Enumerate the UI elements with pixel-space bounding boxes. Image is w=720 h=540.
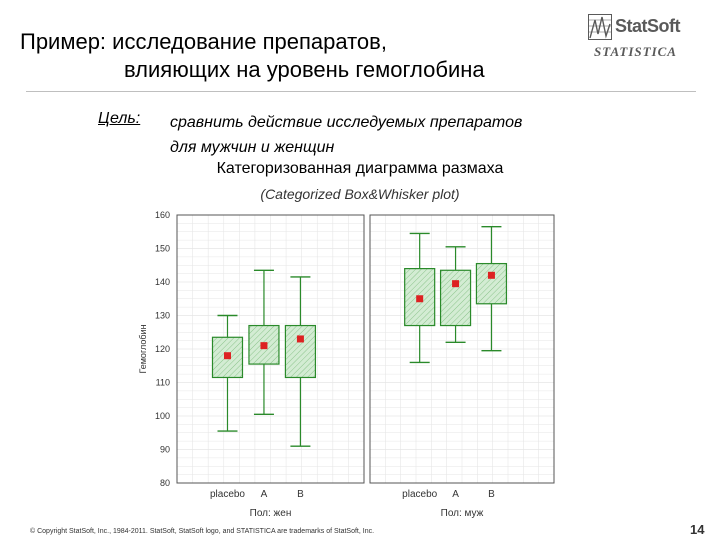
panel-frame (176, 214, 365, 484)
y-tick-label: 90 (160, 445, 170, 455)
y-axis-title: Гемоглобин (138, 324, 148, 373)
page-number: 14 (690, 522, 705, 537)
statsoft-logo-icon (588, 14, 612, 40)
logo-name: StatSoft (615, 16, 681, 36)
mean-marker (452, 280, 460, 288)
panel-label: Пол: жен (250, 508, 292, 519)
goal-label: Цель: (98, 110, 141, 127)
goal-line1: сравнить действие исследуемых препаратов (170, 114, 523, 131)
y-tick-label: 110 (156, 378, 170, 388)
slide-title: Пример: исследование препаратов, влияющи… (20, 28, 580, 84)
y-tick-label: 140 (155, 277, 170, 287)
category-label: B (297, 489, 304, 500)
category-label: A (452, 489, 459, 500)
box-body (284, 324, 317, 379)
statsoft-logo: StatSoft STATISTICA (588, 14, 700, 62)
y-tick-label: 130 (155, 311, 170, 321)
goal-line2: для мужчин и женщин (170, 139, 335, 156)
mean-marker (296, 335, 304, 343)
mean-marker (260, 342, 268, 350)
panel-label: Пол: муж (441, 508, 484, 519)
category-label: B (488, 489, 495, 500)
mean-marker (223, 352, 231, 360)
box-body (475, 262, 508, 305)
category-label: placebo (210, 489, 245, 500)
logo-product: STATISTICA (594, 44, 677, 59)
slide-title-line2: влияющих на уровень гемоглобина (124, 57, 485, 82)
goal-text: сравнить действие исследуемых препаратов… (170, 110, 522, 160)
y-tick-label: 120 (155, 344, 170, 354)
slide-title-line1: Пример: исследование препаратов, (20, 29, 387, 54)
y-tick-label: 100 (155, 411, 170, 421)
mean-marker (487, 271, 495, 279)
panel-frame (369, 214, 555, 484)
y-tick-label: 80 (160, 478, 170, 488)
chart-title: Категоризованная диаграмма размаха (216, 160, 504, 177)
mean-marker (416, 295, 424, 303)
box-body (439, 269, 472, 327)
category-label: placebo (402, 489, 437, 500)
copyright-notice: © Copyright StatSoft, Inc., 1984-2011. S… (30, 528, 375, 535)
chart-subtitle: (Categorized Box&Whisker plot) (260, 186, 460, 202)
y-tick-label: 160 (155, 210, 170, 220)
y-tick-label: 150 (155, 244, 170, 254)
title-divider (26, 91, 696, 92)
category-label: A (261, 489, 268, 500)
